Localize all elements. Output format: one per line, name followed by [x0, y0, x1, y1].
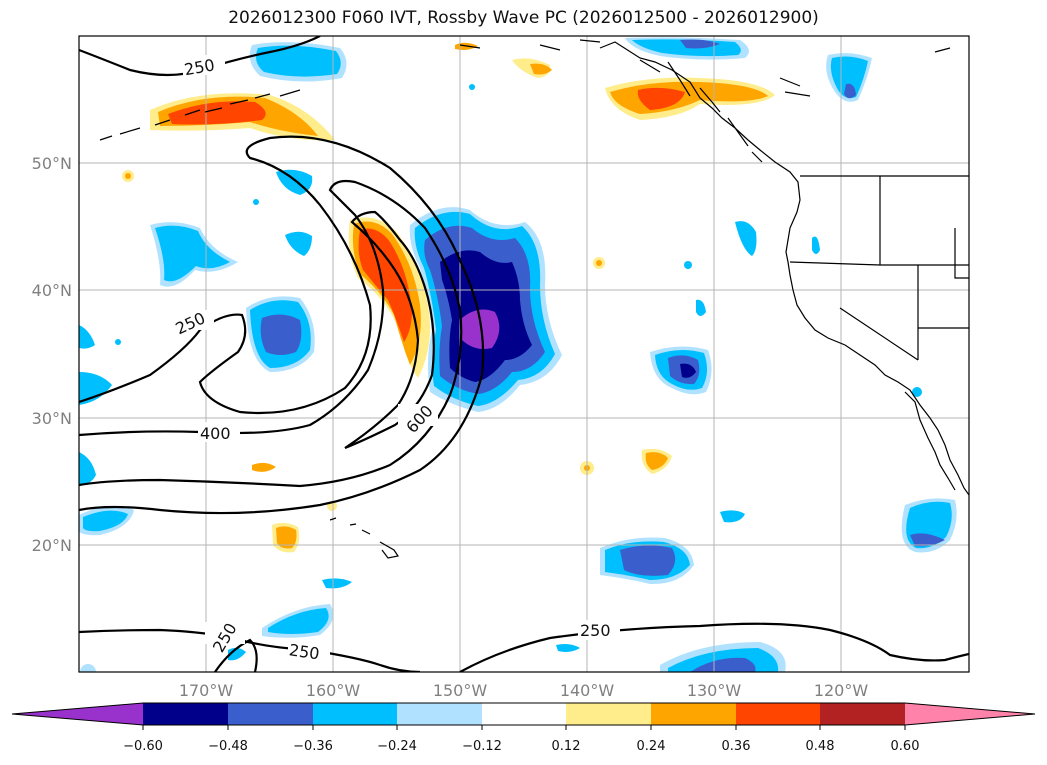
- colorbar-segment: [397, 703, 482, 725]
- anomaly-patch: [680, 39, 720, 49]
- anomaly-patch: [912, 387, 922, 397]
- anomaly-patch: [830, 56, 868, 99]
- anomaly-patch: [696, 299, 706, 316]
- anomaly-patch: [469, 84, 475, 90]
- map-frame: [78, 35, 970, 673]
- lon-label: 120°W: [814, 681, 869, 700]
- colorbar-tick-label: 0.24: [637, 739, 666, 754]
- anomaly-patch: [256, 45, 341, 77]
- ivt-contours: [79, 36, 969, 672]
- anomaly-patch: [530, 63, 552, 75]
- positive-anomaly-patches: [122, 42, 775, 553]
- anomaly-patch: [720, 510, 745, 523]
- anomaly-patch: [637, 87, 685, 110]
- contour-250-south: [79, 628, 421, 672]
- colorbar-tick-label: −0.12: [462, 739, 502, 754]
- anomaly-patch: [358, 228, 412, 342]
- colorbar-tick-label: −0.24: [377, 739, 417, 754]
- longitude-labels: 170°W 160°W 150°W 140°W 130°W 120°W: [179, 681, 869, 700]
- anomaly-patch: [645, 452, 668, 470]
- north-america-coastline: [599, 41, 969, 496]
- colorbar-tick-label: −0.48: [208, 739, 248, 754]
- anomaly-patch: [80, 664, 96, 672]
- lat-label: 20°N: [32, 536, 72, 555]
- lon-label: 150°W: [433, 681, 488, 700]
- anomaly-patch: [79, 452, 96, 486]
- lon-label: 170°W: [179, 681, 234, 700]
- anomaly-patch: [83, 510, 128, 532]
- lon-label: 160°W: [306, 681, 361, 700]
- colorbar-tick-label: 0.12: [552, 739, 581, 754]
- contour-label: 400: [200, 424, 231, 443]
- colorbar-segment: [143, 703, 228, 725]
- contour-600: [344, 210, 435, 450]
- anomaly-patch: [260, 314, 302, 355]
- colorbar-segment: [651, 703, 736, 725]
- lat-label: 40°N: [32, 281, 72, 300]
- anomaly-patch: [155, 225, 230, 282]
- map-title: 2026012300 F060 IVT, Rossby Wave PC (202…: [228, 8, 819, 28]
- anomaly-patch: [690, 657, 756, 672]
- anomaly-patch: [79, 372, 112, 405]
- contour-400: [79, 179, 463, 488]
- alaska-coast: [459, 39, 951, 97]
- anomaly-patch: [285, 231, 312, 256]
- contour-250-sw: [214, 638, 258, 672]
- colorbar-segment: [820, 703, 905, 725]
- contour-label: 250: [580, 621, 611, 640]
- lon-label: 140°W: [560, 681, 615, 700]
- colorbar-segment: [228, 703, 313, 725]
- lat-label: 50°N: [32, 154, 72, 173]
- colorbar-segment: [905, 703, 1035, 725]
- colorbar-segment: [566, 703, 651, 725]
- state-borders: [789, 176, 969, 361]
- anomaly-patch: [322, 578, 352, 589]
- contour-labels: 250 250 400 600 250 250 250: [172, 55, 620, 663]
- colorbar-tick-label: −0.60: [123, 739, 163, 754]
- anomaly-patch: [620, 545, 676, 576]
- colorbar-tick-label: −0.36: [293, 739, 333, 754]
- colorbar-segment: [12, 703, 143, 725]
- contour-250-southeast: [459, 622, 969, 672]
- anomaly-patch: [253, 199, 259, 205]
- anomaly-patch: [276, 526, 297, 549]
- colorbar: −0.60 −0.48 −0.36 −0.24 −0.12 0.12 0.24 …: [11, 702, 1036, 754]
- colorbar-ticks: [142, 725, 906, 730]
- colorbar-tick-label: 0.36: [722, 739, 751, 754]
- colorbar-segment: [482, 703, 566, 725]
- anomaly-patch: [844, 83, 856, 99]
- contour-250-west: [79, 135, 485, 515]
- lon-label: 130°W: [687, 681, 742, 700]
- colorbar-segment: [736, 703, 820, 725]
- coastlines: [99, 39, 969, 559]
- anomaly-patch: [684, 261, 692, 269]
- colorbar-segment: [313, 703, 397, 725]
- lat-label: 30°N: [32, 409, 72, 428]
- anomaly-patch: [79, 325, 95, 349]
- anomaly-patch: [276, 169, 313, 195]
- anomaly-patch: [125, 173, 131, 179]
- negative-anomaly-patches: [79, 37, 957, 672]
- anomaly-patch: [680, 363, 696, 378]
- anomaly-patch: [168, 101, 266, 125]
- anomaly-patch: [735, 221, 757, 256]
- colorbar-tick-label: 0.48: [806, 739, 835, 754]
- anomaly-patch: [268, 608, 329, 634]
- contour-label: 250: [288, 640, 321, 663]
- anomaly-patch: [596, 260, 602, 266]
- anomaly-patch: [115, 339, 121, 345]
- anomaly-patch: [556, 644, 580, 652]
- colorbar-tick-label: 0.60: [891, 739, 920, 754]
- anomaly-patch: [812, 236, 820, 254]
- baja-coastline: [904, 391, 956, 491]
- anomaly-patch: [910, 533, 945, 547]
- anomaly-patch: [252, 462, 276, 472]
- hawaiian-islands: [329, 517, 399, 559]
- aleutian-islands: [99, 89, 301, 141]
- island-chain: [639, 59, 763, 163]
- latitude-labels: 50°N 40°N 30°N 20°N: [32, 154, 72, 555]
